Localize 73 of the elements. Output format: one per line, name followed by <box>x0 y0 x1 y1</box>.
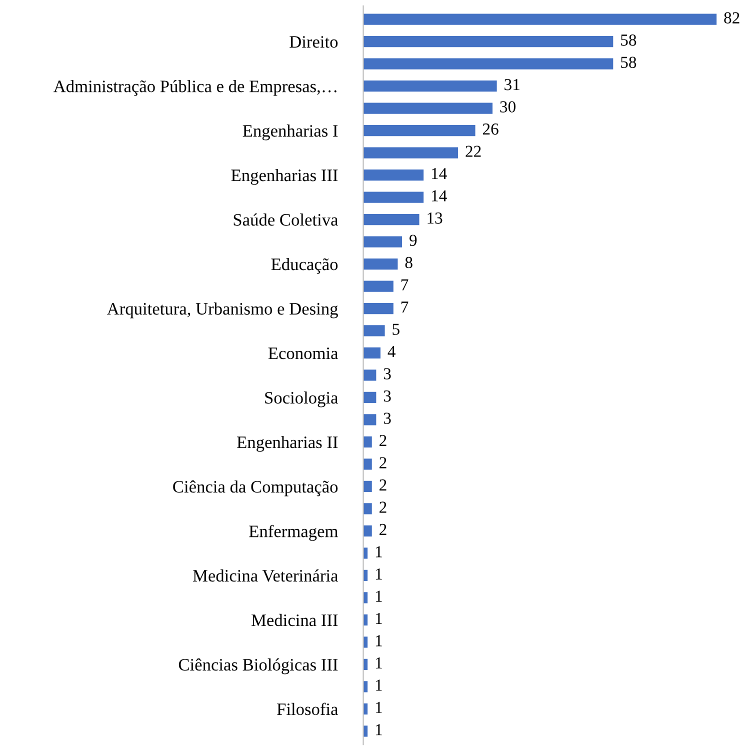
data-label: 1 <box>376 546 382 558</box>
data-label: 14 <box>432 190 447 202</box>
data-label: 1 <box>376 657 382 668</box>
bar <box>363 436 372 448</box>
data-label: 1 <box>376 612 382 624</box>
bar <box>363 258 398 270</box>
data-label: 1 <box>376 702 382 713</box>
bar <box>363 525 372 537</box>
y-tick-label: Medicina III <box>252 614 338 626</box>
data-label: 4 <box>388 346 396 357</box>
data-label: 1 <box>376 680 382 691</box>
bar <box>363 36 614 48</box>
data-label: 8 <box>405 256 412 268</box>
data-label: 22 <box>466 146 481 157</box>
y-tick-label: Enfermagem <box>249 524 338 541</box>
bar <box>363 58 614 70</box>
data-label: 31 <box>504 79 520 90</box>
y-tick-label: Sociologia <box>265 391 338 408</box>
bar <box>363 124 476 136</box>
bar <box>363 347 380 359</box>
bar <box>363 370 376 381</box>
bar <box>363 280 394 292</box>
data-label: 58 <box>621 34 636 46</box>
bar <box>363 14 717 25</box>
data-label: 2 <box>380 502 386 513</box>
data-label: 1 <box>376 568 382 580</box>
bar <box>363 169 424 181</box>
bar <box>363 503 372 514</box>
y-tick-label: Economia <box>268 348 338 360</box>
y-tick-label: Administração Pública e de Empresas,… <box>53 80 336 96</box>
bar <box>363 80 497 92</box>
bar <box>363 480 372 492</box>
y-tick-label: Direito <box>290 36 338 48</box>
bar <box>363 458 372 470</box>
y-tick-label: Medicina Veterinária <box>193 569 338 582</box>
y-tick-label: Engenharias I <box>242 124 338 140</box>
data-label: 26 <box>482 124 498 135</box>
y-tick-label: Ciências Biológicas III <box>178 658 338 674</box>
y-tick-label: Educação <box>271 258 338 274</box>
data-label: 9 <box>410 234 417 246</box>
y-tick-label: Arquitetura, Urbanismo e Desing <box>107 302 338 318</box>
data-label: 13 <box>428 212 442 224</box>
data-label: 1 <box>376 635 382 646</box>
data-label: 3 <box>384 368 391 380</box>
data-label: 2 <box>380 434 386 446</box>
y-tick-label: Engenharias III <box>231 169 338 185</box>
y-tick-label: Ciência da Computação <box>173 480 338 496</box>
bar <box>363 214 420 226</box>
data-label: 7 <box>401 279 408 290</box>
bar <box>363 236 402 248</box>
data-label: 3 <box>384 390 391 402</box>
bar <box>363 147 458 158</box>
data-label: 1 <box>376 724 382 736</box>
bar <box>363 325 385 336</box>
y-tick-label: Filosofia <box>277 702 338 716</box>
bar <box>363 414 376 426</box>
data-label: 5 <box>392 324 400 335</box>
data-label: 1 <box>376 590 382 602</box>
bar <box>363 392 376 404</box>
bar <box>363 302 394 314</box>
y-tick-label: Saúde Coletiva <box>234 213 338 226</box>
y-tick-label: Engenharias II <box>237 436 338 452</box>
data-label: 3 <box>384 412 391 424</box>
data-label: 82 <box>724 12 740 24</box>
data-label: 7 <box>401 302 408 313</box>
bar <box>363 102 493 114</box>
data-label: 58 <box>621 56 636 68</box>
data-label: 14 <box>432 168 447 180</box>
bar <box>363 192 424 203</box>
data-label: 30 <box>500 101 516 112</box>
data-label: 2 <box>380 457 386 468</box>
data-label: 2 <box>380 524 386 535</box>
data-label: 2 <box>380 479 386 490</box>
